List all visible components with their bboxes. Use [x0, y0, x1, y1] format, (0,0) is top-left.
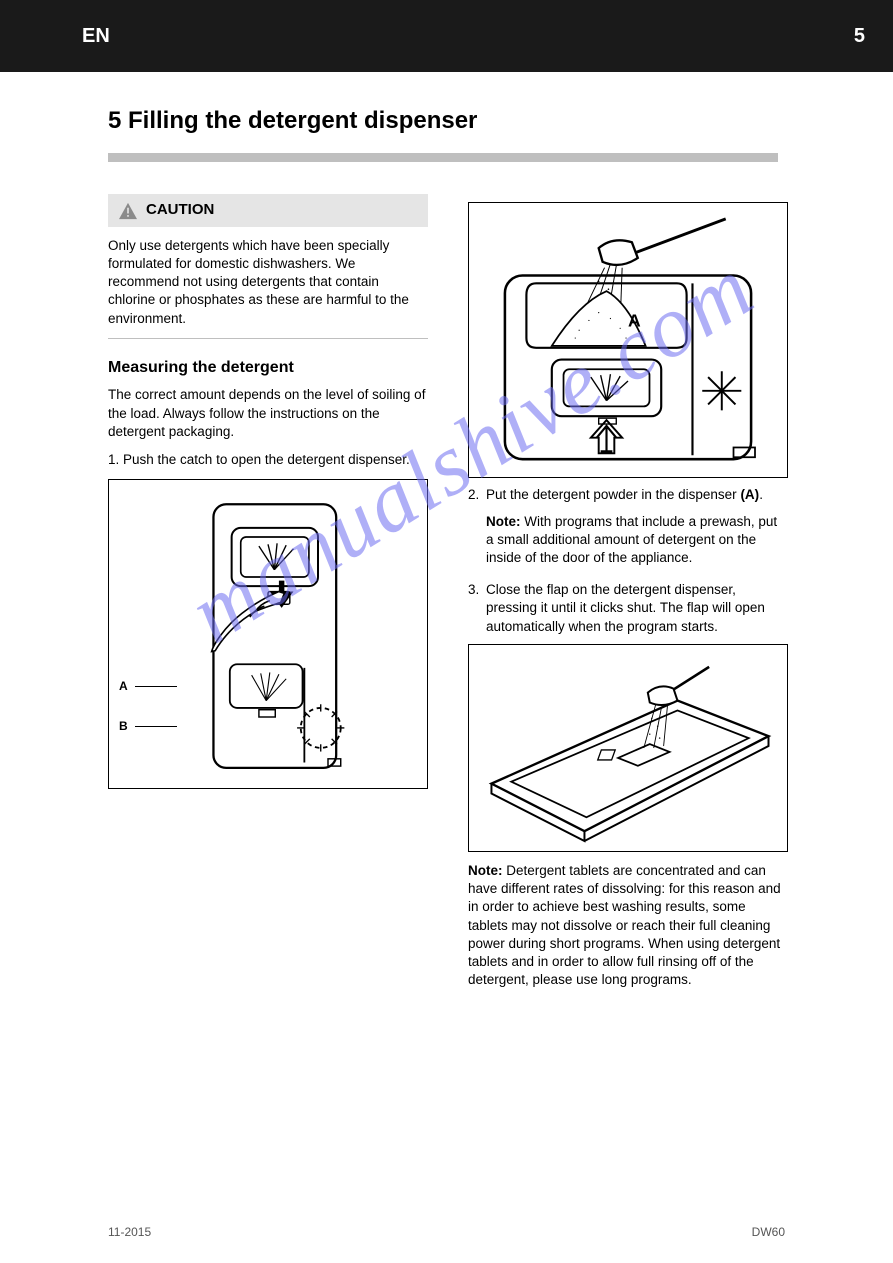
- figure-1-label-A-row: A: [119, 676, 181, 696]
- note-1: Note: With programs that include a prewa…: [486, 513, 788, 568]
- caution-text: Only use detergents which have been spec…: [108, 237, 428, 328]
- header-bar: EN 5: [0, 0, 893, 72]
- header-left: EN: [82, 25, 110, 48]
- step-2: 2. Put the detergent powder in the dispe…: [468, 486, 788, 504]
- figure-2-box: A: [468, 202, 788, 478]
- step-2-text: Put the detergent powder in the dispense…: [486, 486, 763, 504]
- caution-label: CAUTION: [146, 200, 214, 220]
- warning-triangle-icon: [118, 202, 138, 220]
- note-2: Note: Detergent tablets are concentrated…: [468, 862, 788, 990]
- figure-1-illustration: [168, 492, 368, 782]
- step-3: 3. Close the flap on the detergent dispe…: [468, 581, 788, 636]
- page-content: 5 Filling the detergent dispenser CAUTIO…: [0, 95, 893, 999]
- footer-right: DW60: [752, 1225, 785, 1239]
- figure-1-label-B-row: B: [119, 716, 181, 736]
- para-amount: The correct amount depends on the level …: [108, 386, 428, 441]
- step-1: 1. Push the catch to open the detergent …: [108, 451, 428, 469]
- page-footer: 11-2015 DW60: [0, 1225, 893, 1239]
- figure-1-label-B: B: [119, 718, 135, 734]
- step-list-right-2: 3. Close the flap on the detergent dispe…: [468, 581, 788, 636]
- step-list-right: 2. Put the detergent powder in the dispe…: [468, 486, 788, 504]
- header-right: 5: [854, 25, 865, 48]
- footer-left: 11-2015: [108, 1225, 151, 1239]
- figure-2-illustration: A: [479, 213, 777, 467]
- right-column: A: [468, 194, 788, 999]
- two-column-layout: CAUTION Only use detergents which have b…: [108, 194, 785, 999]
- step-3-number: 3.: [468, 581, 486, 636]
- figure-3-illustration: [479, 655, 777, 843]
- caution-box: CAUTION: [108, 194, 428, 226]
- step-2-number: 2.: [468, 486, 486, 504]
- divider-line: [108, 338, 428, 339]
- left-column: CAUTION Only use detergents which have b…: [108, 194, 428, 999]
- title-grey-bar: [108, 153, 778, 162]
- subhead-measuring: Measuring the detergent: [108, 357, 428, 379]
- svg-text:A: A: [628, 311, 641, 331]
- section-title: 5 Filling the detergent dispenser: [108, 105, 785, 137]
- figure-1-box: A B: [108, 479, 428, 789]
- step-3-text: Close the flap on the detergent dispense…: [486, 581, 788, 636]
- figure-3-box: [468, 644, 788, 852]
- figure-1-label-A: A: [119, 678, 135, 694]
